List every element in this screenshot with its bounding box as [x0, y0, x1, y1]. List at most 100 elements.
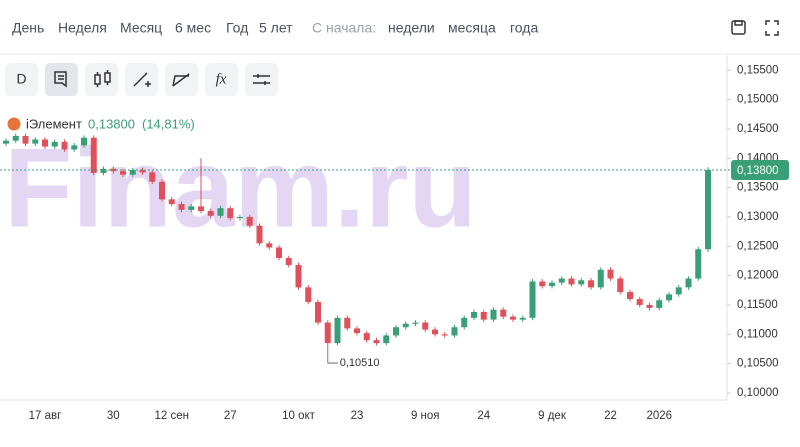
candle-body	[354, 328, 360, 334]
save-icon[interactable]	[731, 20, 746, 35]
candle-body	[285, 258, 292, 266]
candle-body	[441, 334, 448, 336]
candle-body	[558, 278, 565, 283]
candle-body	[305, 287, 312, 303]
candle-body	[539, 281, 546, 287]
candle-body	[646, 304, 653, 308]
candle-body	[295, 265, 302, 288]
candle-body	[627, 292, 633, 300]
instrument-name: iЭлемент	[26, 116, 82, 131]
x-tick-label: 10 окт	[282, 410, 316, 422]
tool-button[interactable]	[205, 63, 238, 96]
candle-body	[500, 309, 507, 317]
candle-body	[256, 225, 263, 244]
candle-body	[246, 216, 253, 226]
period-button[interactable]: 5 лет	[259, 20, 293, 36]
since-button[interactable]: месяца	[448, 20, 496, 36]
candle-body	[334, 317, 341, 344]
candle-body	[549, 282, 555, 287]
y-tick-label: 0,10000	[737, 387, 779, 399]
candle-body	[90, 137, 97, 173]
candle-body	[412, 322, 419, 324]
period-button[interactable]: Неделя	[58, 20, 107, 36]
tool-icon	[54, 71, 67, 88]
candle-body	[656, 300, 663, 308]
instrument-icon	[7, 117, 21, 131]
candle-body	[217, 208, 224, 216]
candle-body	[383, 335, 390, 344]
tool-icon	[253, 74, 270, 85]
tool-icon	[172, 73, 190, 87]
candle-body	[100, 168, 107, 173]
candle-body	[129, 170, 136, 175]
candle-body	[139, 170, 146, 173]
candle-body	[432, 329, 438, 335]
candle-body	[159, 181, 165, 200]
period-button[interactable]: Год	[226, 20, 248, 36]
x-tick-label: 12 сен	[155, 410, 189, 422]
candle-body	[402, 323, 409, 328]
candle-body	[32, 139, 39, 144]
candle-body	[12, 135, 19, 141]
candle-body	[461, 317, 468, 328]
period-button[interactable]: День	[12, 20, 44, 36]
candle-body	[519, 317, 526, 320]
candle-body	[324, 322, 331, 344]
since-label: С начала:	[312, 20, 376, 36]
watermark: Finam.ru	[4, 126, 477, 251]
candle-body	[529, 281, 536, 318]
candle-body	[373, 340, 380, 344]
candle-body	[471, 311, 477, 318]
legend: iЭлемент 0,13800 (14,81%)	[7, 116, 195, 131]
candle-body	[81, 137, 87, 146]
candle-body	[695, 249, 702, 279]
tool-button[interactable]	[5, 63, 38, 96]
candle-body	[685, 278, 692, 288]
since-button[interactable]: недели	[388, 20, 435, 36]
candle-body	[675, 287, 682, 295]
y-tick-label: 0,13000	[737, 211, 779, 223]
candle-body	[71, 145, 78, 150]
candle-body	[168, 199, 175, 205]
fullscreen-icon[interactable]	[765, 20, 779, 36]
since-button[interactable]: года	[510, 20, 538, 36]
candle-body	[266, 243, 273, 248]
y-tick-label: 0,15500	[737, 64, 779, 76]
x-tick-label: 17 авг	[29, 410, 62, 422]
candle-body	[578, 280, 585, 285]
candle-body	[363, 333, 370, 341]
candle-body	[393, 327, 399, 336]
x-tick-label: 9 дек	[538, 410, 567, 422]
tool-icon: fx	[216, 71, 227, 87]
candle-body	[120, 171, 126, 175]
y-tick-label: 0,13500	[737, 182, 779, 194]
mode-label: D	[16, 71, 26, 87]
last-price-tag	[731, 160, 789, 180]
x-tick-label: 22	[604, 410, 617, 422]
period-button[interactable]: Месяц	[120, 20, 162, 36]
tool-button[interactable]	[85, 63, 118, 96]
y-tick-label: 0,12500	[737, 240, 779, 252]
period-button[interactable]: 6 мес	[175, 20, 211, 36]
tool-button[interactable]	[245, 63, 278, 96]
candle-body	[568, 278, 575, 285]
candle-body	[636, 299, 643, 305]
candle-body	[22, 135, 29, 144]
candle-body	[42, 139, 48, 147]
candle-body	[51, 141, 58, 147]
y-tick-label: 0,15000	[737, 94, 779, 106]
x-tick-label: 9 ноя	[411, 410, 440, 422]
y-tick-label: 0,14500	[737, 123, 779, 135]
last-price-label: 0,13800	[737, 165, 779, 177]
y-tick-label: 0,11500	[737, 299, 778, 311]
legend-price: 0,13800	[88, 116, 135, 131]
tool-icon	[133, 72, 151, 87]
candle-body	[276, 247, 282, 259]
candle-body	[510, 316, 516, 320]
y-tick-label: 0,10500	[737, 358, 779, 370]
candle-body	[237, 216, 243, 219]
candle-body	[422, 322, 429, 330]
tool-buttons: D fx	[5, 63, 278, 96]
